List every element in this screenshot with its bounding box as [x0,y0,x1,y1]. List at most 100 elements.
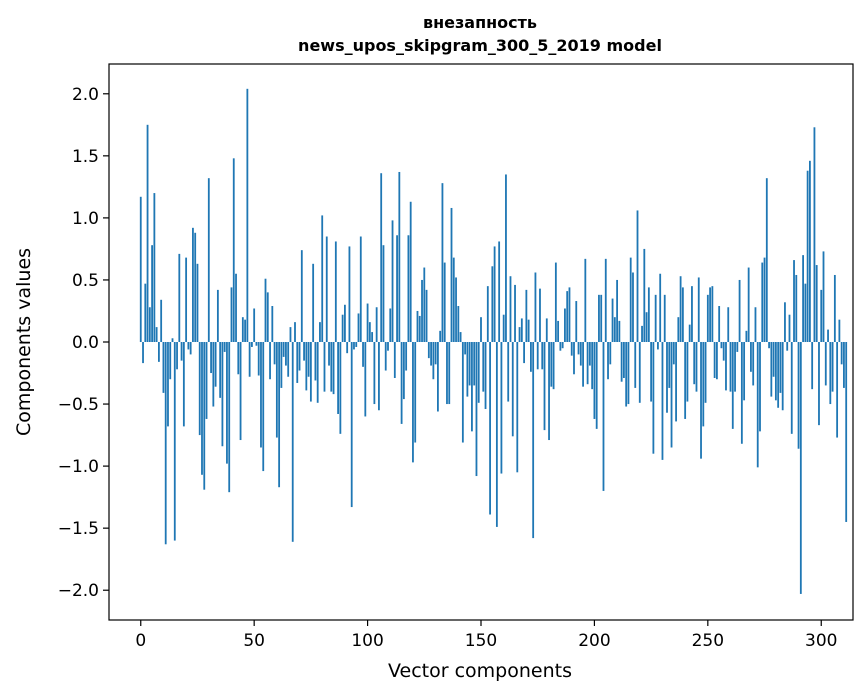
bar [396,235,398,342]
bar [173,342,176,541]
x-tick-label: 0 [135,631,146,651]
bar [405,342,408,371]
bar [552,342,555,390]
bar [387,342,389,351]
y-tick-label: −1.0 [58,457,99,477]
bar [214,342,217,387]
bar [448,342,451,405]
bar [820,289,823,343]
bar [845,342,848,522]
bar [287,342,290,377]
bar [264,278,267,342]
bar [761,262,764,342]
bar [471,342,473,432]
bar [804,283,807,342]
bar [368,322,371,342]
bar [836,342,839,438]
bar [756,342,759,468]
bar [620,342,623,382]
bar [171,338,174,342]
bar [843,342,845,388]
bar [550,342,553,387]
bar [219,342,222,398]
bar [736,342,739,352]
bar [781,342,784,411]
bar [672,342,675,365]
bar [713,342,716,378]
bar [616,279,618,342]
bar [566,291,569,342]
bar [464,342,467,355]
bar [523,342,525,364]
bar [212,342,215,407]
bar [625,342,628,407]
bar [275,342,278,438]
bar [577,342,580,355]
y-tick-label: 2.0 [72,85,99,105]
bar [296,342,299,383]
bar [207,178,210,342]
bar [763,257,766,342]
bar [611,298,614,342]
bar [330,342,333,392]
bar [466,342,469,397]
bar [790,342,793,434]
bar [280,342,283,388]
bar [759,342,761,432]
bar [661,342,664,460]
bar [818,342,820,426]
bar [355,342,358,347]
bar [337,342,339,414]
bar [144,283,147,342]
x-tick-label: 300 [805,631,837,651]
bar [752,342,755,386]
bar [720,342,723,349]
bar [323,342,326,392]
bar [239,342,242,441]
bar [452,257,455,342]
bar [657,342,659,350]
bar [373,342,376,405]
bar [169,342,172,380]
bar [151,245,153,342]
x-tick-label: 50 [243,631,265,651]
bar [455,277,457,342]
bar [545,318,548,342]
bar [677,317,680,342]
bar [681,287,684,342]
bar [319,322,321,342]
bar [244,319,246,342]
bar [230,287,233,342]
bar [536,342,539,370]
bar [632,272,634,342]
bar [486,286,489,342]
bar [772,342,775,377]
bar [303,342,305,361]
bar [232,158,235,342]
y-tick-label: −1.5 [58,519,99,539]
bar [530,342,532,372]
bar [446,342,448,405]
bar [389,308,392,342]
x-tick-label: 200 [578,631,610,651]
bar [228,342,231,493]
bar [668,342,671,388]
bar [525,289,528,343]
bar [457,306,460,342]
x-tick-label: 150 [465,631,497,651]
bar [226,342,228,464]
bar [346,342,349,354]
bar [434,342,437,365]
bar [468,342,471,386]
bar [686,342,689,402]
bar [278,342,281,488]
bar [700,342,702,459]
bar [430,342,432,366]
bars-group [139,88,848,594]
bar [722,342,725,361]
bar [366,303,369,342]
bar [196,263,199,342]
x-tick-label: 100 [351,631,383,651]
bar [423,267,426,342]
bar [505,174,507,342]
